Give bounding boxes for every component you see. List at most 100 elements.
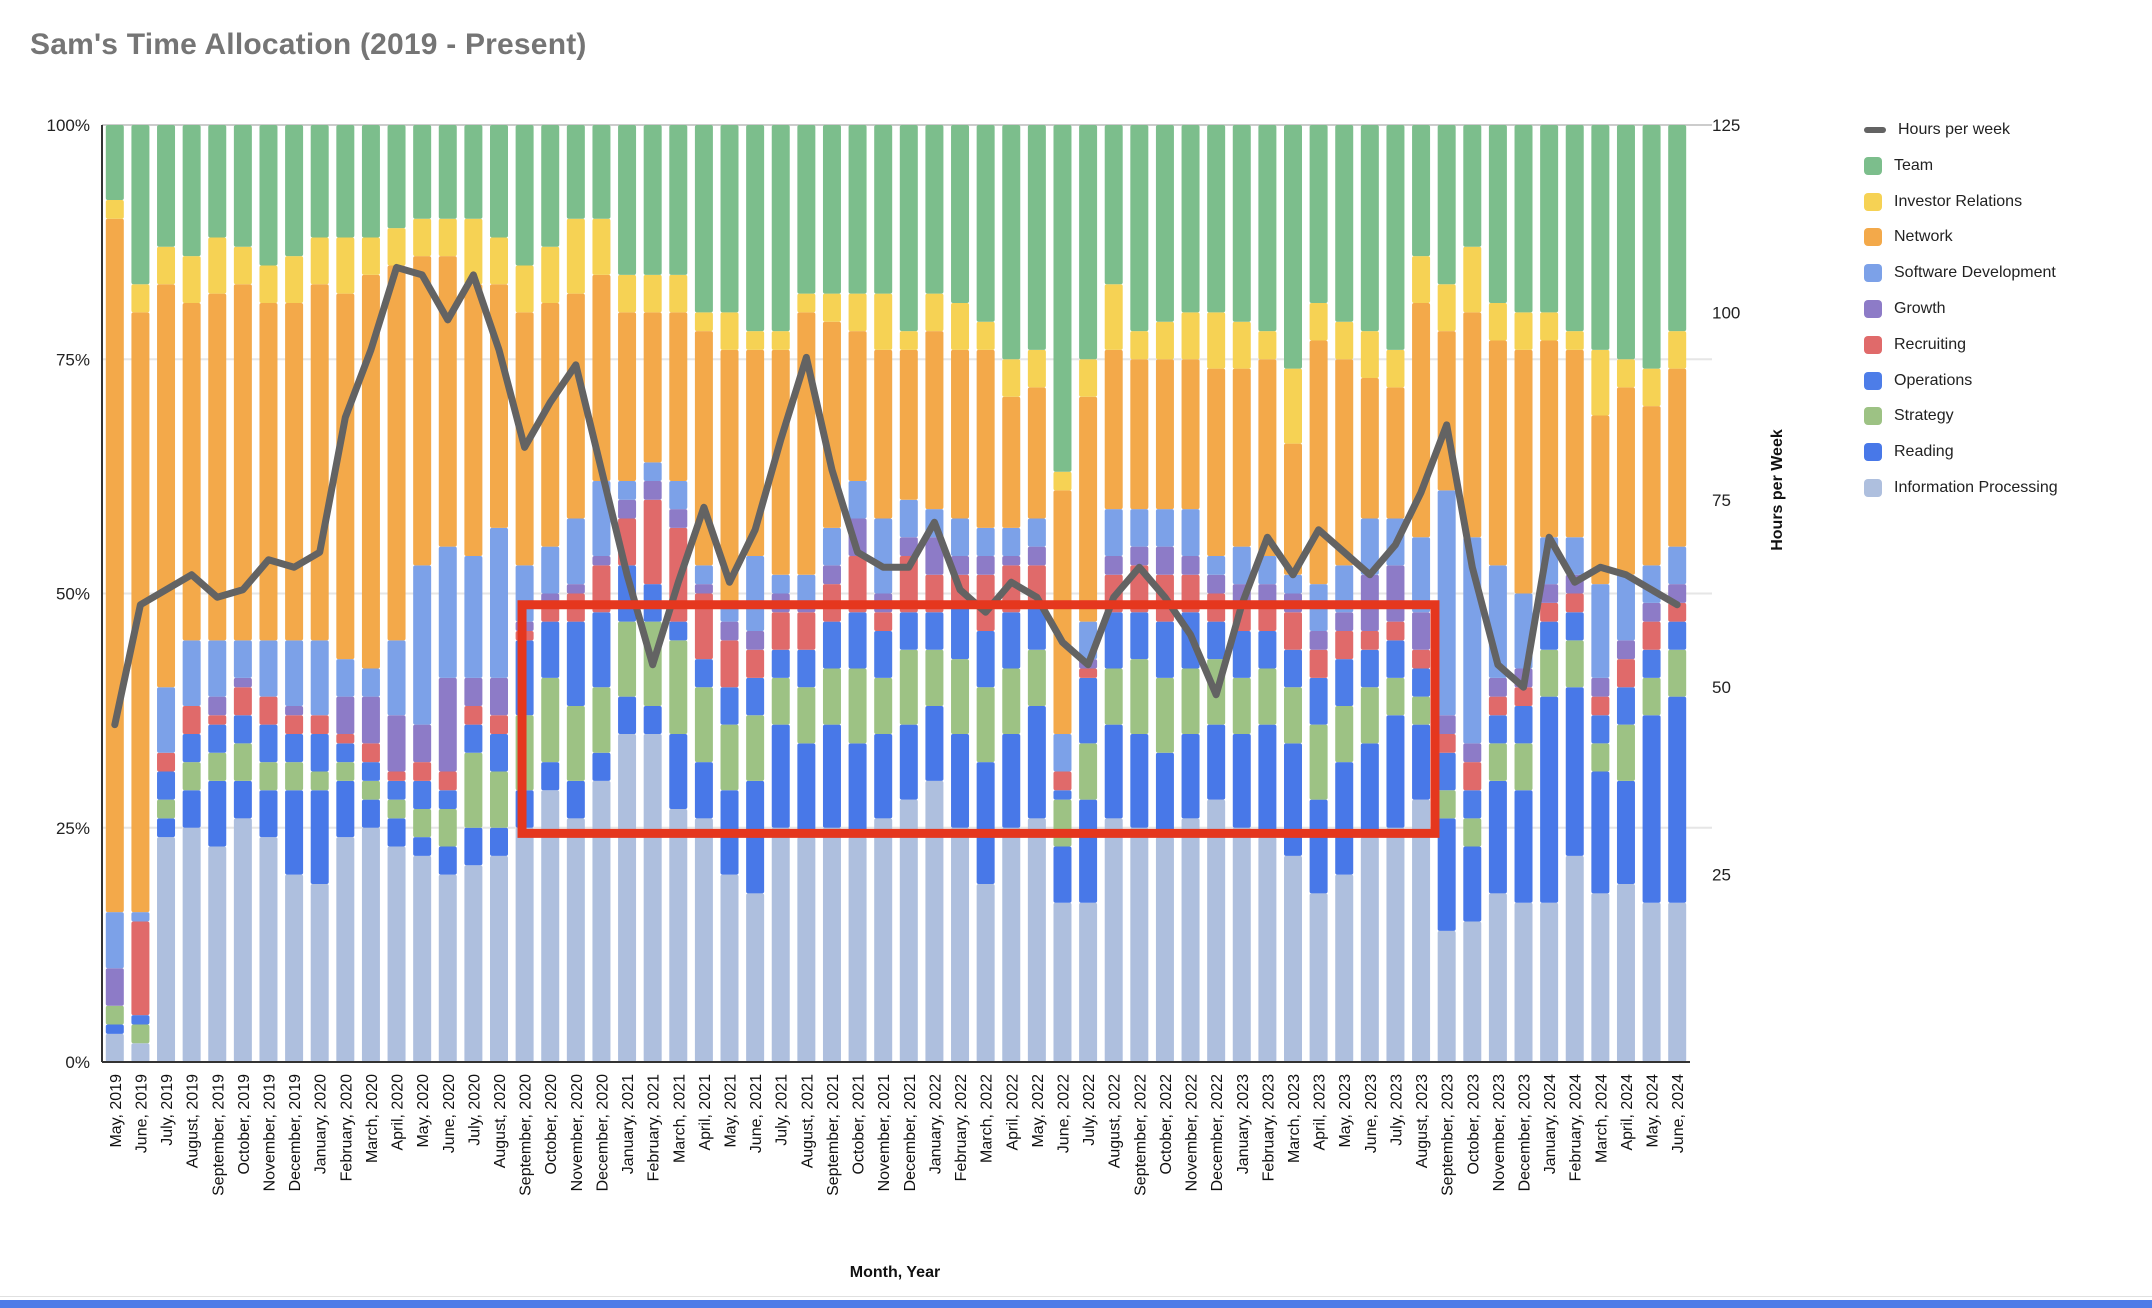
bar-segment-operations[interactable] <box>208 724 227 753</box>
bar-segment-strategy[interactable] <box>720 724 739 791</box>
bar-segment-operations[interactable] <box>592 612 611 688</box>
bar-segment-investor-relations[interactable] <box>413 218 432 257</box>
bar-segment-software-development[interactable] <box>1437 490 1456 716</box>
bar-segment-information-processing[interactable] <box>182 827 201 1062</box>
bar-segment-network[interactable] <box>1258 359 1277 557</box>
bar-segment-reading[interactable] <box>1386 715 1405 828</box>
bar-segment-team[interactable] <box>490 125 508 238</box>
bar-segment-reading[interactable] <box>310 790 329 884</box>
bar-segment-reading[interactable] <box>694 762 713 819</box>
bar-segment-team[interactable] <box>746 125 765 332</box>
bar-segment-recruiting[interactable] <box>1616 659 1635 688</box>
hours-per-week-line[interactable] <box>111 263 1681 729</box>
bar-segment-information-processing[interactable] <box>1258 837 1277 1062</box>
bar-segment-investor-relations[interactable] <box>1642 368 1661 407</box>
bar-segment-information-processing[interactable] <box>1540 902 1559 1062</box>
bar-segment-recruiting[interactable] <box>771 612 790 650</box>
bar-segment-team[interactable] <box>643 125 662 275</box>
bar-segment-network[interactable] <box>413 256 432 566</box>
bar-segment-team[interactable] <box>1412 125 1431 257</box>
bar-segment-network[interactable] <box>259 303 278 641</box>
bar-segment-recruiting[interactable] <box>720 640 739 688</box>
bar-segment-team[interactable] <box>1591 125 1610 350</box>
bar-segment-growth[interactable] <box>1181 556 1200 575</box>
bar-segment-network[interactable] <box>1181 359 1200 510</box>
bar-segment-team[interactable] <box>1053 125 1072 472</box>
bar-segment-strategy[interactable] <box>259 762 278 791</box>
bar-segment-reading[interactable] <box>797 743 816 838</box>
bar-segment-reading[interactable] <box>1181 734 1200 819</box>
bar-segment-reading[interactable] <box>105 1024 124 1034</box>
bar-segment-investor-relations[interactable] <box>874 293 893 350</box>
bar-segment-recruiting[interactable] <box>848 556 867 613</box>
bar-segment-reading[interactable] <box>361 799 380 828</box>
bar-segment-software-development[interactable] <box>541 546 560 594</box>
bar-segment-investor-relations[interactable] <box>1514 312 1533 350</box>
bar-segment-investor-relations[interactable] <box>822 293 841 322</box>
bar-segment-software-development[interactable] <box>387 640 406 716</box>
bar-segment-recruiting[interactable] <box>1591 696 1610 716</box>
bar-segment-information-processing[interactable] <box>1079 902 1098 1062</box>
bar-segment-recruiting[interactable] <box>643 499 662 585</box>
bar-segment-reading[interactable] <box>925 705 944 781</box>
bar-segment-reading[interactable] <box>182 790 201 828</box>
bar-segment-team[interactable] <box>720 125 739 313</box>
bar-segment-network[interactable] <box>438 256 457 547</box>
bar-segment-growth[interactable] <box>1155 546 1174 575</box>
bar-segment-network[interactable] <box>105 218 124 913</box>
bar-segment-network[interactable] <box>1591 415 1610 585</box>
bar-segment-recruiting[interactable] <box>285 715 304 735</box>
bar-segment-network[interactable] <box>1642 406 1661 566</box>
bar-segment-software-development[interactable] <box>848 481 867 519</box>
bar-segment-network[interactable] <box>1130 359 1149 510</box>
bar-segment-recruiting[interactable] <box>694 593 713 660</box>
bar-segment-information-processing[interactable] <box>643 734 662 1062</box>
bar-segment-growth[interactable] <box>336 696 355 735</box>
bar-segment-growth[interactable] <box>822 565 841 585</box>
bar-segment-network[interactable] <box>1616 387 1635 575</box>
bar-segment-growth[interactable] <box>387 715 406 772</box>
bar-segment-team[interactable] <box>1335 125 1354 322</box>
bar-segment-growth[interactable] <box>464 677 483 706</box>
bar-segment-software-development[interactable] <box>182 640 201 706</box>
legend-item-network[interactable]: Network <box>1864 225 1953 249</box>
bar-segment-network[interactable] <box>1207 368 1226 557</box>
bar-segment-strategy[interactable] <box>182 762 201 791</box>
bar-segment-investor-relations[interactable] <box>720 312 739 350</box>
bar-segment-team[interactable] <box>1488 125 1507 304</box>
bar-segment-recruiting[interactable] <box>1463 762 1482 791</box>
bar-segment-operations[interactable] <box>566 621 585 706</box>
bar-segment-team[interactable] <box>1565 125 1584 332</box>
bar-segment-network[interactable] <box>1540 340 1559 538</box>
bar-segment-strategy[interactable] <box>285 762 304 791</box>
bar-segment-information-processing[interactable] <box>1616 883 1635 1062</box>
bar-segment-reading[interactable] <box>1232 734 1251 828</box>
bar-segment-strategy[interactable] <box>1079 743 1098 800</box>
bar-segment-software-development[interactable] <box>874 518 893 594</box>
bar-segment-investor-relations[interactable] <box>669 274 688 313</box>
bar-segment-operations[interactable] <box>1591 715 1610 744</box>
bar-segment-information-processing[interactable] <box>848 837 867 1062</box>
bar-segment-reading[interactable] <box>157 818 176 838</box>
bar-segment-team[interactable] <box>541 125 560 247</box>
bar-segment-network[interactable] <box>771 349 790 575</box>
bar-segment-investor-relations[interactable] <box>259 265 278 304</box>
bar-segment-recruiting[interactable] <box>336 734 355 744</box>
bar-segment-reading[interactable] <box>1002 734 1021 828</box>
bar-segment-recruiting[interactable] <box>1386 621 1405 641</box>
bar-segment-growth[interactable] <box>233 677 252 688</box>
bar-segment-operations[interactable] <box>874 630 893 678</box>
bar-segment-investor-relations[interactable] <box>951 303 970 350</box>
bar-segment-network[interactable] <box>1668 368 1687 547</box>
bar-segment-recruiting[interactable] <box>746 649 765 678</box>
bar-segment-growth[interactable] <box>1412 612 1431 650</box>
bar-segment-strategy[interactable] <box>1258 668 1277 725</box>
bar-segment-information-processing[interactable] <box>285 874 304 1062</box>
bar-segment-network[interactable] <box>951 349 970 519</box>
bar-segment-growth[interactable] <box>899 537 918 557</box>
bar-segment-growth[interactable] <box>669 509 688 528</box>
bar-segment-team[interactable] <box>1002 125 1021 360</box>
bar-segment-software-development[interactable] <box>361 668 380 697</box>
bar-segment-growth[interactable] <box>925 537 944 575</box>
bar-segment-strategy[interactable] <box>951 659 970 735</box>
